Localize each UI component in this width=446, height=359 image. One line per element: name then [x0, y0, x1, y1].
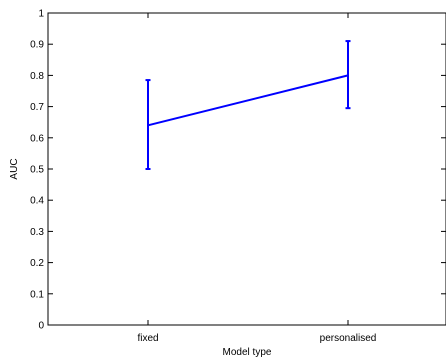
y-tick-label: 0.3 [30, 227, 44, 238]
y-tick-label: 0.5 [30, 165, 44, 176]
x-tick-label: personalised [320, 333, 377, 344]
y-tick-label: 0.4 [30, 196, 44, 207]
series-layer [145, 40, 351, 170]
x-axis: fixed personalised [137, 13, 376, 344]
y-tick-label: 0.1 [30, 289, 44, 300]
y-tick-label: 0.7 [30, 102, 44, 113]
y-tick-label: 0.2 [30, 258, 44, 269]
y-tick-label: 0.6 [30, 133, 44, 144]
y-tick-label: 0.9 [30, 40, 44, 51]
plot-area [47, 12, 446, 326]
series-line [147, 74, 349, 127]
y-axis-label: AUC [9, 158, 20, 179]
data-point [147, 124, 149, 127]
x-axis-label: Model type [223, 347, 272, 358]
data-point [347, 74, 349, 77]
y-tick-label: 0.8 [30, 71, 44, 82]
x-tick-label: fixed [137, 333, 158, 344]
y-tick-label: 1 [38, 9, 44, 20]
y-axis: 0 0.1 0.2 0.3 0.4 0.5 0.6 0.7 0.8 0.9 1 [30, 9, 446, 332]
y-tick-label: 0 [38, 321, 44, 332]
